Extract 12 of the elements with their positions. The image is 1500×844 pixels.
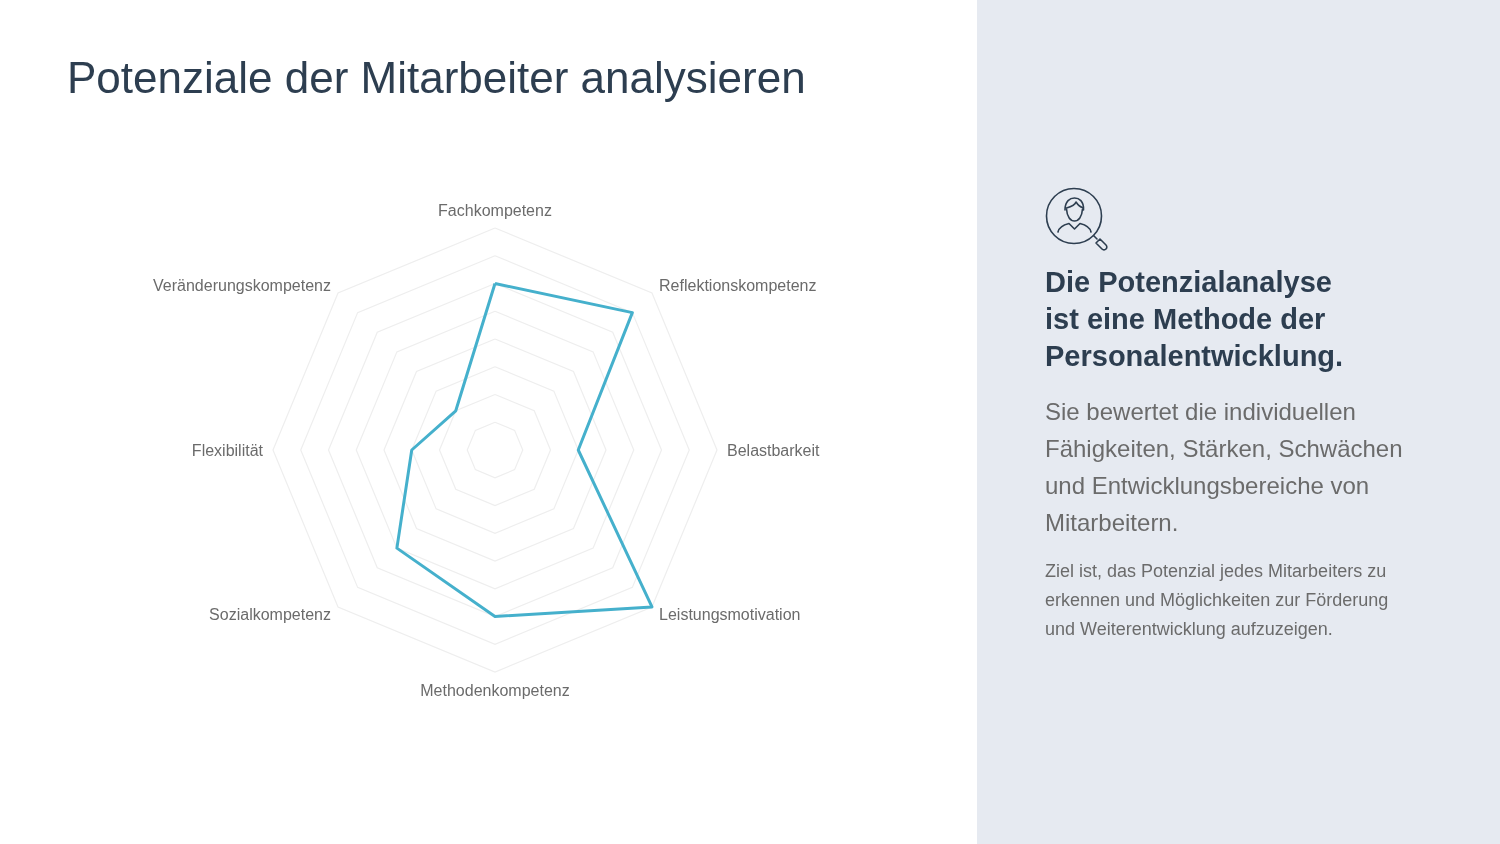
spoke-label: Leistungsmotivation	[659, 605, 801, 623]
spoke-label: Belastbarkeit	[727, 441, 821, 459]
text: Sie bewertet die individuellen Fähigkeiten, Stärken, Schwächen und Entwicklungsbereiche von Mitarbeitern.	[1045, 397, 1404, 538]
text: Ziel ist, das Potenzial jedes Mitarbeiters zu erkennen und Möglichkeiten zur Förderung und Weiterentwicklung aufzuzeigen.	[1045, 560, 1390, 641]
spoke-label: Sozialkompetenz	[209, 605, 331, 623]
text: Die Potenzialanalyse ist eine Methode der Personalentwicklung.	[1045, 265, 1345, 374]
spoke-label: Flexibilität	[191, 441, 264, 459]
spoke-label: Fachkompetenz	[438, 201, 552, 219]
spoke-label: Reflektionskompetenz	[659, 277, 817, 295]
chart-title: Potenziale der Mitarbeiter analysieren	[67, 52, 806, 104]
spoke-label: Veränderungskompetenz	[153, 277, 331, 295]
spoke-label: Methodenkompetenz	[420, 681, 570, 699]
